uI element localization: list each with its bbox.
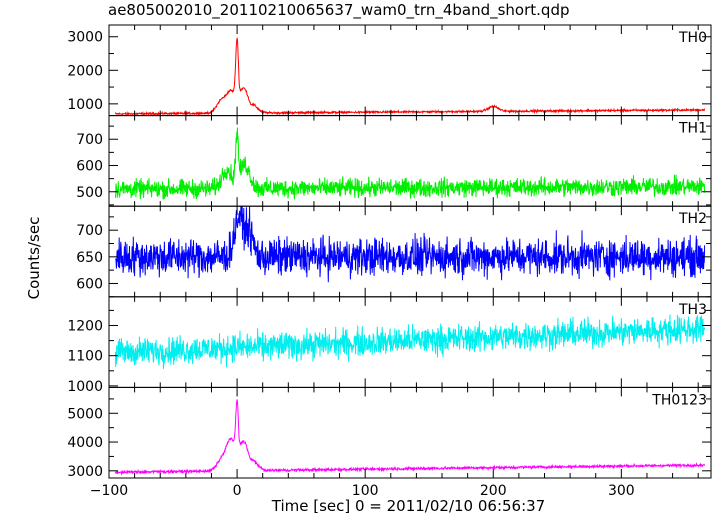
y-tick-label: 700: [76, 132, 103, 148]
panel-label: TH0: [678, 30, 707, 46]
y-tick-label: 700: [76, 223, 103, 239]
y-tick-label: 3000: [67, 464, 103, 480]
panel-label: TH3: [678, 302, 707, 318]
y-tick-label: 2000: [67, 63, 103, 79]
panel-frame: [108, 386, 712, 479]
y-tick-label: 1100: [67, 349, 103, 365]
y-tick-label: 4000: [67, 435, 103, 451]
x-tick-label: 300: [608, 483, 635, 499]
series-line-th0: [114, 36, 706, 117]
y-tick-label: 1000: [67, 97, 103, 113]
series-line-th2: [114, 205, 706, 283]
x-axis-label: Time [sec] 0 = 2011/02/10 06:56:37: [271, 497, 546, 515]
series-line-th3: [114, 314, 706, 369]
y-tick-label: 3000: [67, 30, 103, 46]
panel-label: TH1: [678, 121, 707, 137]
x-tick-label: −100: [90, 483, 128, 499]
y-tick-label: 1200: [67, 318, 103, 334]
x-tick-label: 200: [480, 483, 507, 499]
series-line-th0123: [114, 399, 706, 476]
y-tick-label: 5000: [67, 406, 103, 422]
x-tick-label: 0: [233, 483, 242, 499]
panel-frame: [108, 24, 712, 117]
y-tick-label: 500: [76, 185, 103, 201]
y-tick-label: 650: [76, 250, 103, 266]
panel-label: TH2: [678, 211, 707, 227]
panel-label: TH0123: [651, 392, 707, 408]
chart-title: ae805002010_20110210065637_wam0_trn_4ban…: [108, 1, 570, 19]
series-line-th1: [114, 127, 706, 200]
y-tick-label: 1000: [67, 379, 103, 395]
y-tick-label: 600: [76, 158, 103, 174]
y-axis-label: Counts/sec: [25, 216, 43, 300]
x-tick-label: 100: [352, 483, 379, 499]
y-tick-label: 600: [76, 276, 103, 292]
